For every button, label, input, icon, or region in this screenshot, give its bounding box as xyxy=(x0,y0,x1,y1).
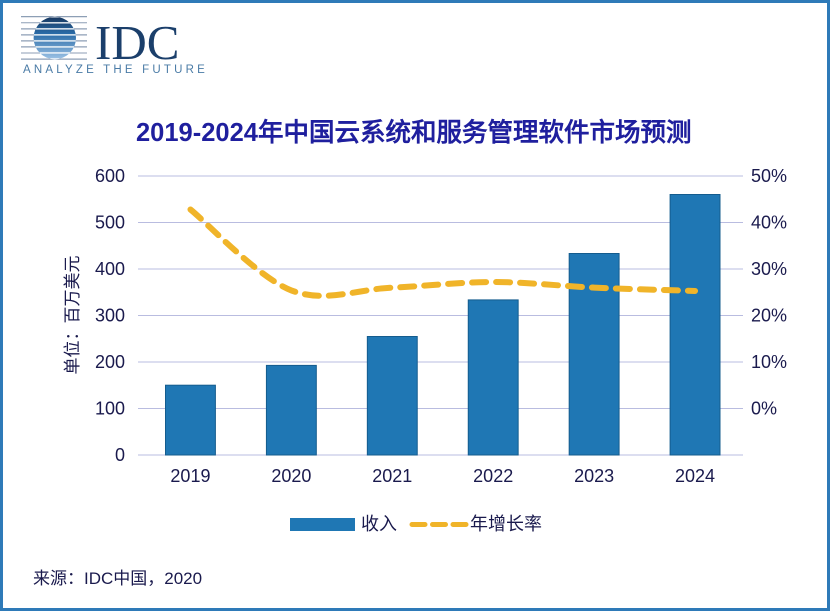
svg-text:400: 400 xyxy=(95,259,125,279)
svg-text:2023: 2023 xyxy=(574,466,614,486)
svg-text:来源：IDC中国，2020: 来源：IDC中国，2020 xyxy=(33,569,202,588)
svg-text:20%: 20% xyxy=(751,306,787,326)
svg-text:10%: 10% xyxy=(751,352,787,372)
svg-text:0%: 0% xyxy=(751,399,777,419)
svg-text:2021: 2021 xyxy=(372,466,412,486)
svg-text:600: 600 xyxy=(95,166,125,186)
svg-text:300: 300 xyxy=(95,306,125,326)
svg-text:100: 100 xyxy=(95,399,125,419)
svg-text:收入: 收入 xyxy=(361,514,397,534)
svg-text:年增长率: 年增长率 xyxy=(470,514,542,534)
svg-text:2020: 2020 xyxy=(271,466,311,486)
svg-text:30%: 30% xyxy=(751,259,787,279)
svg-text:200: 200 xyxy=(95,352,125,372)
svg-text:2022: 2022 xyxy=(473,466,513,486)
svg-text:单位：百万美元: 单位：百万美元 xyxy=(63,256,82,375)
svg-text:0: 0 xyxy=(115,445,125,465)
svg-text:2019: 2019 xyxy=(170,466,210,486)
svg-text:500: 500 xyxy=(95,213,125,233)
svg-text:40%: 40% xyxy=(751,213,787,233)
svg-text:2024: 2024 xyxy=(675,466,715,486)
svg-text:50%: 50% xyxy=(751,166,787,186)
